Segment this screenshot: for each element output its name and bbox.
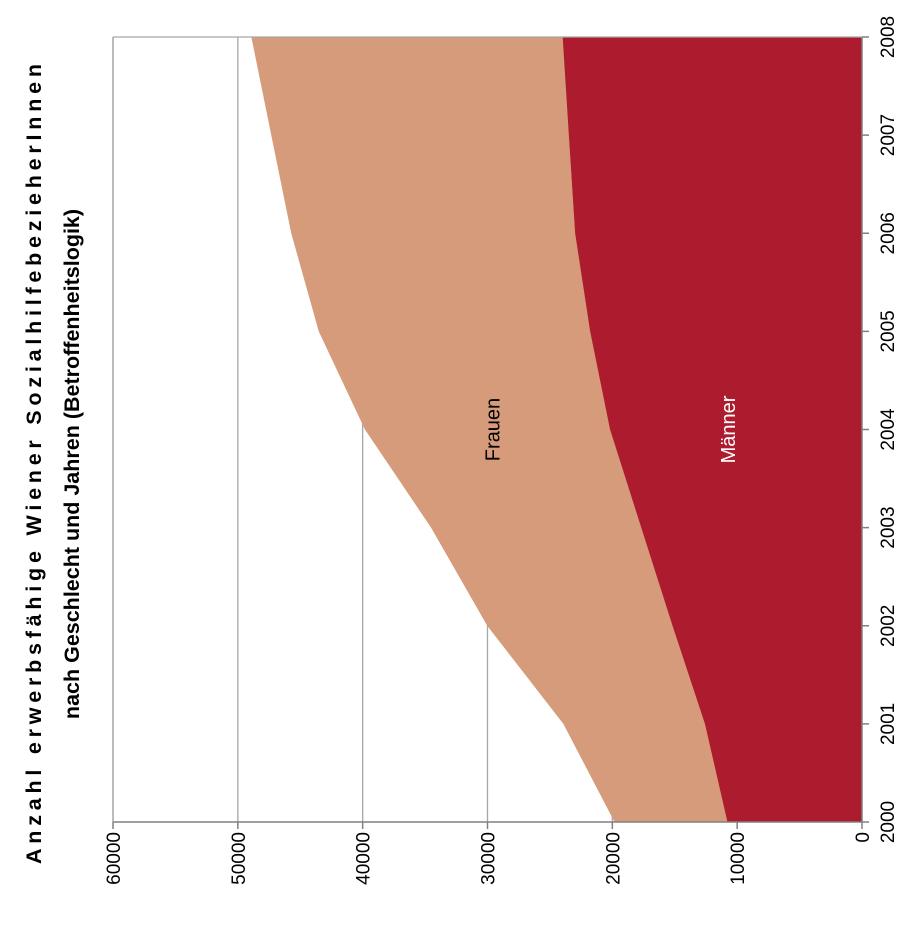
y-tick-label: 0 bbox=[853, 832, 874, 843]
y-tick-labels: 0 10000 20000 30000 40000 50000 60000 bbox=[104, 832, 874, 885]
x-tick-label: 2008 bbox=[878, 16, 899, 58]
chart-title-line-2: nach Geschlecht und Jahren (Betroffenhei… bbox=[60, 209, 84, 719]
series-labels: Männer Frauen bbox=[482, 395, 740, 463]
x-tick-label: 2006 bbox=[878, 212, 899, 254]
y-tick-label: 10000 bbox=[728, 832, 749, 885]
area-series bbox=[251, 36, 863, 823]
y-tick-label: 30000 bbox=[479, 832, 500, 885]
y-tick-label: 60000 bbox=[104, 832, 125, 885]
y-tick-label: 50000 bbox=[229, 832, 250, 885]
chart-title: Anzahl erwerbsfähige Wiener Sozialhilfeb… bbox=[22, 64, 84, 864]
x-tick-label: 2001 bbox=[878, 703, 899, 745]
x-tick-labels: 2000 2001 2002 2003 2004 2005 2006 2007 2008 bbox=[878, 16, 899, 843]
y-tick-label: 20000 bbox=[603, 832, 624, 885]
x-tick-label: 2005 bbox=[878, 310, 899, 352]
x-tick-label: 2002 bbox=[878, 605, 899, 647]
y-tick-label: 40000 bbox=[354, 832, 375, 885]
x-tick-label: 2007 bbox=[878, 114, 899, 156]
x-tick-label: 2004 bbox=[878, 408, 899, 451]
x-tick-label: 2003 bbox=[878, 506, 899, 548]
series-label-frauen: Frauen bbox=[482, 398, 504, 461]
x-tick-label: 2000 bbox=[878, 801, 899, 843]
chart-title-line-1: Anzahl erwerbsfähige Wiener Sozialhilfeb… bbox=[22, 64, 46, 864]
axes bbox=[112, 36, 869, 829]
series-label-maenner: Männer bbox=[718, 395, 740, 463]
